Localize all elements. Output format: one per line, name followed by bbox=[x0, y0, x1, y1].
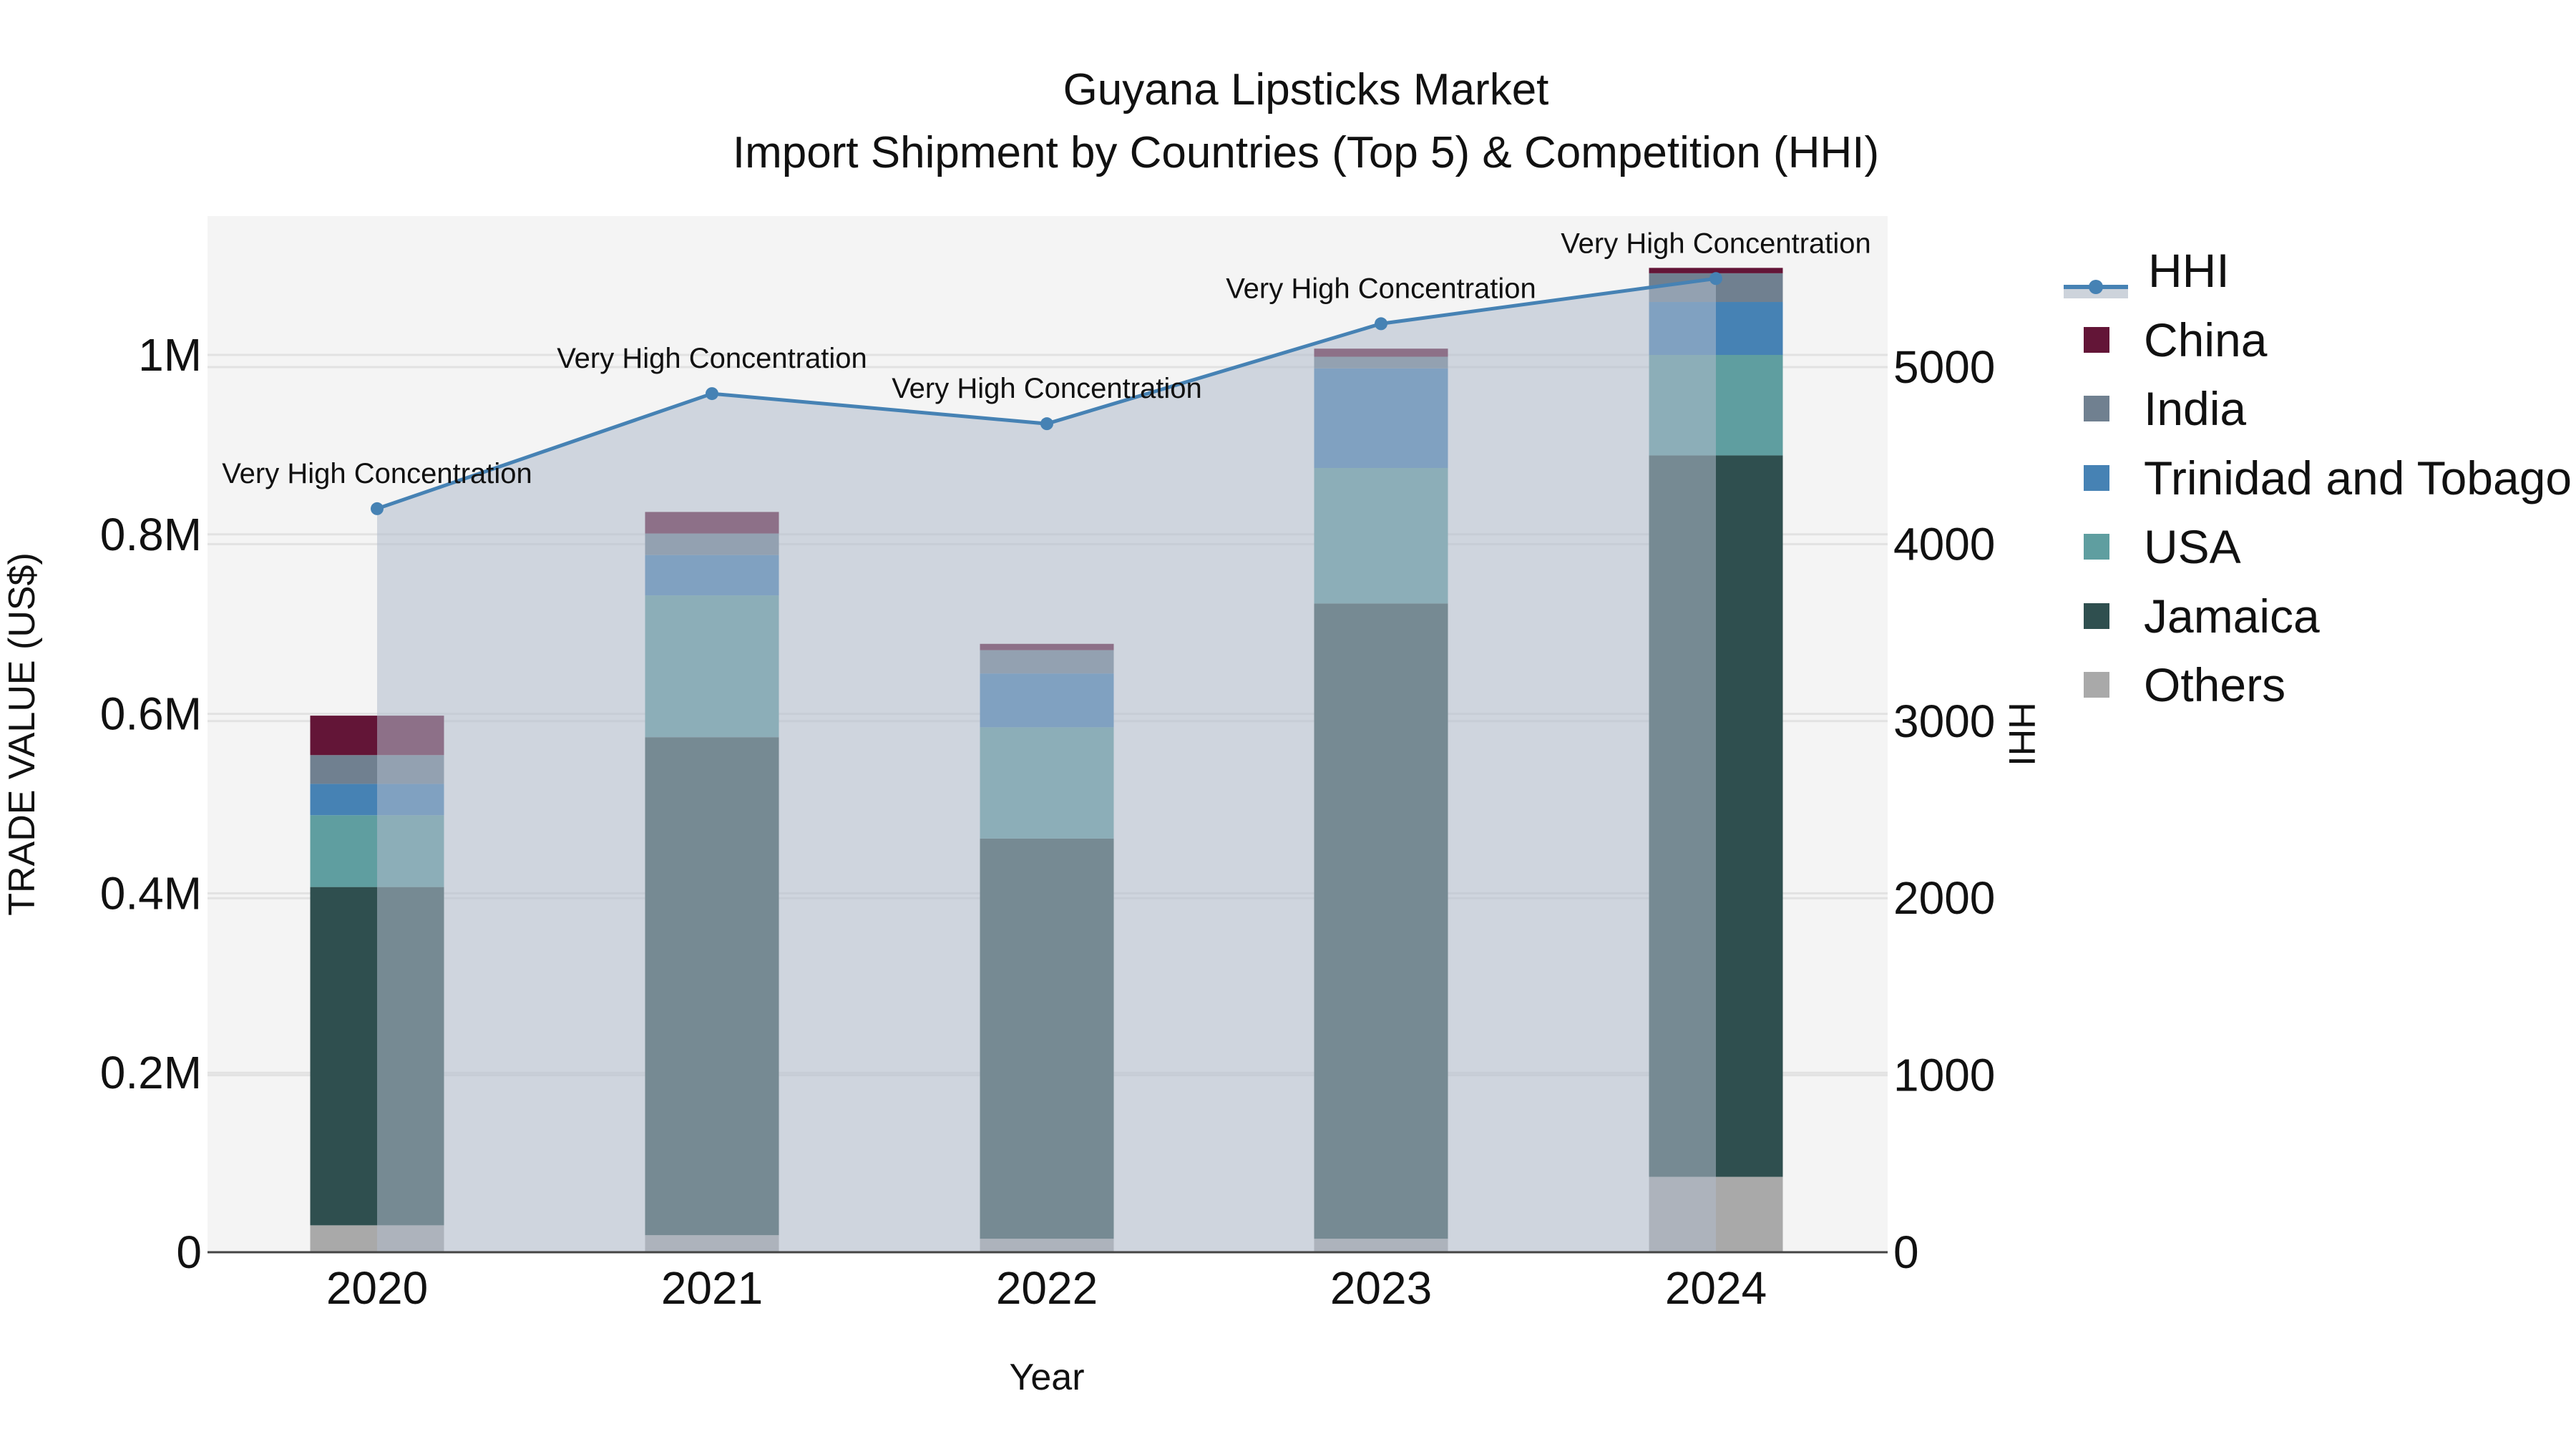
legend-swatch-icon bbox=[2084, 672, 2109, 698]
y-tick-label: 1M bbox=[138, 329, 202, 381]
x-axis-title: Year bbox=[1009, 1357, 1084, 1398]
legend-label: Trinidad and Tobago bbox=[2144, 451, 2572, 504]
legend-swatch-icon bbox=[2084, 464, 2109, 491]
y2-tick-label: 3000 bbox=[1893, 696, 1995, 747]
y-axis-right-ticks: 0 1000 2000 3000 4000 5000 bbox=[1893, 341, 1995, 1278]
hhi-annotation-label: Very High Concentration bbox=[1561, 228, 1871, 259]
legend-item-china[interactable]: China bbox=[2061, 306, 2572, 375]
x-axis-ticks: 2020 2021 2022 2023 2024 bbox=[326, 1262, 1767, 1314]
legend-label: USA bbox=[2144, 520, 2241, 574]
x-tick-label: 2024 bbox=[1665, 1262, 1767, 1314]
hhi-area bbox=[377, 278, 1716, 1252]
bar-segment-china[interactable] bbox=[1649, 268, 1783, 273]
hhi-annotation-label: Very High Concentration bbox=[892, 373, 1202, 404]
legend-label: Others bbox=[2144, 658, 2286, 712]
y-tick-label: 0.8M bbox=[100, 509, 202, 560]
y-axis-left-ticks: 0 0.2M 0.4M 0.6M 0.8M 1M bbox=[100, 329, 202, 1278]
y-tick-label: 0.6M bbox=[100, 688, 202, 740]
chart-title: Guyana Lipsticks Market bbox=[1063, 65, 1549, 114]
legend-swatch-icon bbox=[2084, 326, 2109, 353]
legend: HHI China India Trinidad and Tobago USA Jamai… bbox=[2061, 236, 2572, 720]
hhi-annotation-label: Very High Concentration bbox=[557, 343, 867, 374]
legend-item-jamaica[interactable]: Jamaica bbox=[2061, 582, 2572, 651]
legend-swatch-icon bbox=[2084, 396, 2109, 422]
hhi-marker[interactable] bbox=[1709, 272, 1722, 286]
y-tick-label: 0 bbox=[176, 1226, 202, 1278]
legend-swatch-icon bbox=[2084, 534, 2109, 560]
y2-tick-label: 0 bbox=[1893, 1226, 1919, 1278]
legend-item-trinidad-and-tobago[interactable]: Trinidad and Tobago bbox=[2061, 444, 2572, 513]
hhi-annotation-label: Very High Concentration bbox=[1226, 273, 1536, 304]
x-tick-label: 2023 bbox=[1330, 1262, 1432, 1314]
hhi-annotation-label: Very High Concentration bbox=[222, 458, 532, 489]
y-tick-label: 0.2M bbox=[100, 1047, 202, 1098]
y2-tick-label: 2000 bbox=[1893, 872, 1995, 924]
legend-item-others[interactable]: Others bbox=[2061, 650, 2572, 720]
legend-item-usa[interactable]: USA bbox=[2061, 512, 2572, 582]
x-tick-label: 2021 bbox=[661, 1262, 763, 1314]
y-tick-label: 0.4M bbox=[100, 867, 202, 919]
legend-label: HHI bbox=[2148, 244, 2230, 298]
hhi-marker[interactable] bbox=[1375, 317, 1387, 331]
legend-item-hhi[interactable]: HHI bbox=[2061, 236, 2572, 306]
hhi-marker[interactable] bbox=[1040, 417, 1053, 431]
legend-label: Jamaica bbox=[2144, 589, 2320, 643]
legend-label: China bbox=[2144, 313, 2268, 366]
y-axis-left-title: TRADE VALUE (US$) bbox=[1, 552, 43, 916]
chart-subtitle: Import Shipment by Countries (Top 5) & C… bbox=[732, 128, 1880, 177]
hhi-marker[interactable] bbox=[371, 502, 384, 515]
legend-line-marker-icon bbox=[2064, 258, 2128, 299]
hhi-annotations: Very High Concentration Very High Concent… bbox=[222, 228, 1871, 489]
x-tick-label: 2022 bbox=[996, 1262, 1098, 1314]
y2-tick-label: 5000 bbox=[1893, 341, 1995, 393]
legend-swatch-icon bbox=[2084, 602, 2109, 629]
y2-tick-label: 1000 bbox=[1893, 1050, 1995, 1101]
y-axis-right-title: HHI bbox=[2001, 702, 2042, 766]
legend-item-india[interactable]: India bbox=[2061, 374, 2572, 444]
y2-tick-label: 4000 bbox=[1893, 518, 1995, 570]
x-tick-label: 2020 bbox=[326, 1262, 428, 1314]
hhi-marker[interactable] bbox=[706, 387, 718, 401]
legend-label: India bbox=[2144, 382, 2247, 436]
